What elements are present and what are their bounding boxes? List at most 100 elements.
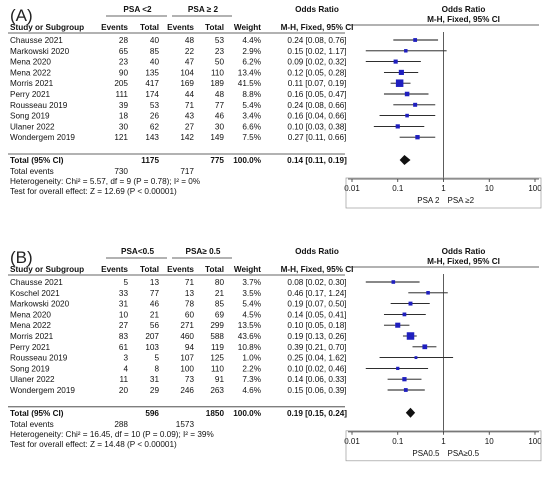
total-value: 588 <box>210 332 224 341</box>
weight-value: 5.4% <box>242 101 261 110</box>
events-value: 83 <box>119 332 129 341</box>
total-events-exp: 288 <box>114 420 128 429</box>
weight-value: 4.5% <box>242 310 261 319</box>
events-value: 10 <box>119 310 129 319</box>
favours-right-label: PSA ≥2 <box>448 196 475 205</box>
exp-group-header: PSA<0.5 <box>121 247 154 256</box>
events-value: 90 <box>119 68 129 77</box>
events-value: 60 <box>185 310 195 319</box>
total-weight: 100.0% <box>233 156 261 165</box>
study-name: Morris 2021 <box>10 332 54 341</box>
study-name: Ulaner 2022 <box>10 122 55 131</box>
events-header: Events <box>167 265 194 274</box>
plot-odds-ratio-header: Odds Ratio <box>442 5 486 14</box>
ctl-group-header: PSA≥ 0.5 <box>186 247 221 256</box>
events-value: 100 <box>180 364 194 373</box>
study-name: Chausse 2021 <box>10 278 63 287</box>
favours-right-label: PSA≥0.5 <box>448 449 480 458</box>
odds-ratio-ci-value: 0.24 [0.08, 0.66] <box>287 101 346 110</box>
study-name: Perry 2021 <box>10 90 50 99</box>
weight-value: 10.8% <box>238 343 261 352</box>
study-point-marker <box>406 332 415 340</box>
study-point-marker <box>391 280 396 284</box>
study-point-marker <box>402 377 407 382</box>
total-value: 40 <box>150 58 160 67</box>
forest-plot-a-svg: PSA <2 PSA ≥ 2 Odds Ratio Odds Ratio Study o… <box>8 5 542 209</box>
study-point-marker <box>422 344 428 350</box>
total-label: Total (95% CI) <box>10 156 64 165</box>
total-value: 46 <box>215 112 225 121</box>
total-value: 31 <box>150 375 160 384</box>
events-value: 460 <box>180 332 194 341</box>
total-value: 13 <box>150 278 160 287</box>
study-name: Rousseau 2019 <box>10 354 68 363</box>
study-point-marker <box>395 124 400 129</box>
plot-method-header: M-H, Fixed, 95% CI <box>427 257 500 266</box>
panel-label: (B) <box>10 248 33 267</box>
study-name: Markowski 2020 <box>10 47 70 56</box>
events-value: 23 <box>119 58 129 67</box>
x-axis-tick-label: 100 <box>528 437 542 446</box>
forest-plot-panel-a: (A) PSA <2 PSA ≥ 2 Odds Ratio Odds Ratio Stu… <box>0 0 550 238</box>
events-value: 27 <box>119 321 129 330</box>
events-value: 104 <box>180 68 194 77</box>
study-name: Mena 2020 <box>10 58 51 67</box>
total-value: 53 <box>215 36 225 45</box>
study-name: Markowski 2020 <box>10 300 70 309</box>
x-axis-tick-label: 0.01 <box>344 184 360 193</box>
x-axis-tick-label: 0.1 <box>392 437 404 446</box>
odds-ratio-ci-value: 0.19 [0.13, 0.26] <box>287 332 346 341</box>
study-point-marker <box>414 356 418 360</box>
total-value: 77 <box>215 101 225 110</box>
odds-ratio-ci-value: 0.15 [0.06, 0.39] <box>287 386 346 395</box>
weight-value: 3.7% <box>242 278 261 287</box>
events-value: 20 <box>119 386 129 395</box>
weight-value: 5.4% <box>242 300 261 309</box>
study-point-marker <box>404 49 408 53</box>
total-n-exp: 1175 <box>141 156 159 165</box>
x-axis-tick-label: 1 <box>441 437 446 446</box>
total-header: Total <box>140 23 159 32</box>
method-header: M-H, Fixed, 95% CI <box>281 265 354 274</box>
total-value: 149 <box>210 133 224 142</box>
events-value: 5 <box>123 278 128 287</box>
total-value: 77 <box>150 289 160 298</box>
x-axis-tick-label: 1 <box>441 184 446 193</box>
x-axis-tick-label: 100 <box>528 184 542 193</box>
study-name: Morris 2021 <box>10 79 54 88</box>
total-value: 417 <box>145 79 159 88</box>
odds-ratio-ci-value: 0.15 [0.02, 1.17] <box>287 47 346 56</box>
weight-value: 7.5% <box>242 133 261 142</box>
forest-plot-b-svg: PSA<0.5 PSA≥ 0.5 Odds Ratio Odds Ratio Study… <box>8 247 542 462</box>
events-value: 111 <box>116 90 129 99</box>
total-value: 62 <box>150 122 160 131</box>
events-value: 271 <box>180 321 194 330</box>
odds-ratio-ci-value: 0.14 [0.06, 0.33] <box>287 375 346 384</box>
exp-group-header: PSA <2 <box>123 5 152 14</box>
events-value: 43 <box>185 112 195 121</box>
study-name: Wondergem 2019 <box>10 386 75 395</box>
total-value: 40 <box>150 36 160 45</box>
odds-ratio-ci-value: 0.14 [0.05, 0.41] <box>287 310 346 319</box>
weight-value: 43.6% <box>238 332 261 341</box>
events-value: 107 <box>180 354 194 363</box>
total-value: 80 <box>215 278 225 287</box>
odds-ratio-ci-value: 0.09 [0.02, 0.32] <box>287 58 346 67</box>
weight-header: Weight <box>234 265 261 274</box>
total-value: 30 <box>215 122 225 131</box>
total-value: 135 <box>145 68 159 77</box>
total-value: 174 <box>145 90 159 99</box>
total-events-label: Total events <box>10 420 54 429</box>
total-header: Total <box>140 265 159 274</box>
events-value: 47 <box>185 58 195 67</box>
study-point-marker <box>413 102 418 107</box>
events-value: 44 <box>185 90 195 99</box>
total-value: 189 <box>210 79 224 88</box>
events-value: 78 <box>185 300 195 309</box>
events-value: 205 <box>114 79 128 88</box>
odds-ratio-ci-value: 0.08 [0.02, 0.30] <box>287 278 346 287</box>
events-value: 94 <box>185 343 195 352</box>
odds-ratio-ci-value: 0.16 [0.04, 0.66] <box>287 112 346 121</box>
total-value: 103 <box>145 343 159 352</box>
overall-effect-text: Test for overall effect: Z = 14.48 (P < … <box>10 440 177 449</box>
